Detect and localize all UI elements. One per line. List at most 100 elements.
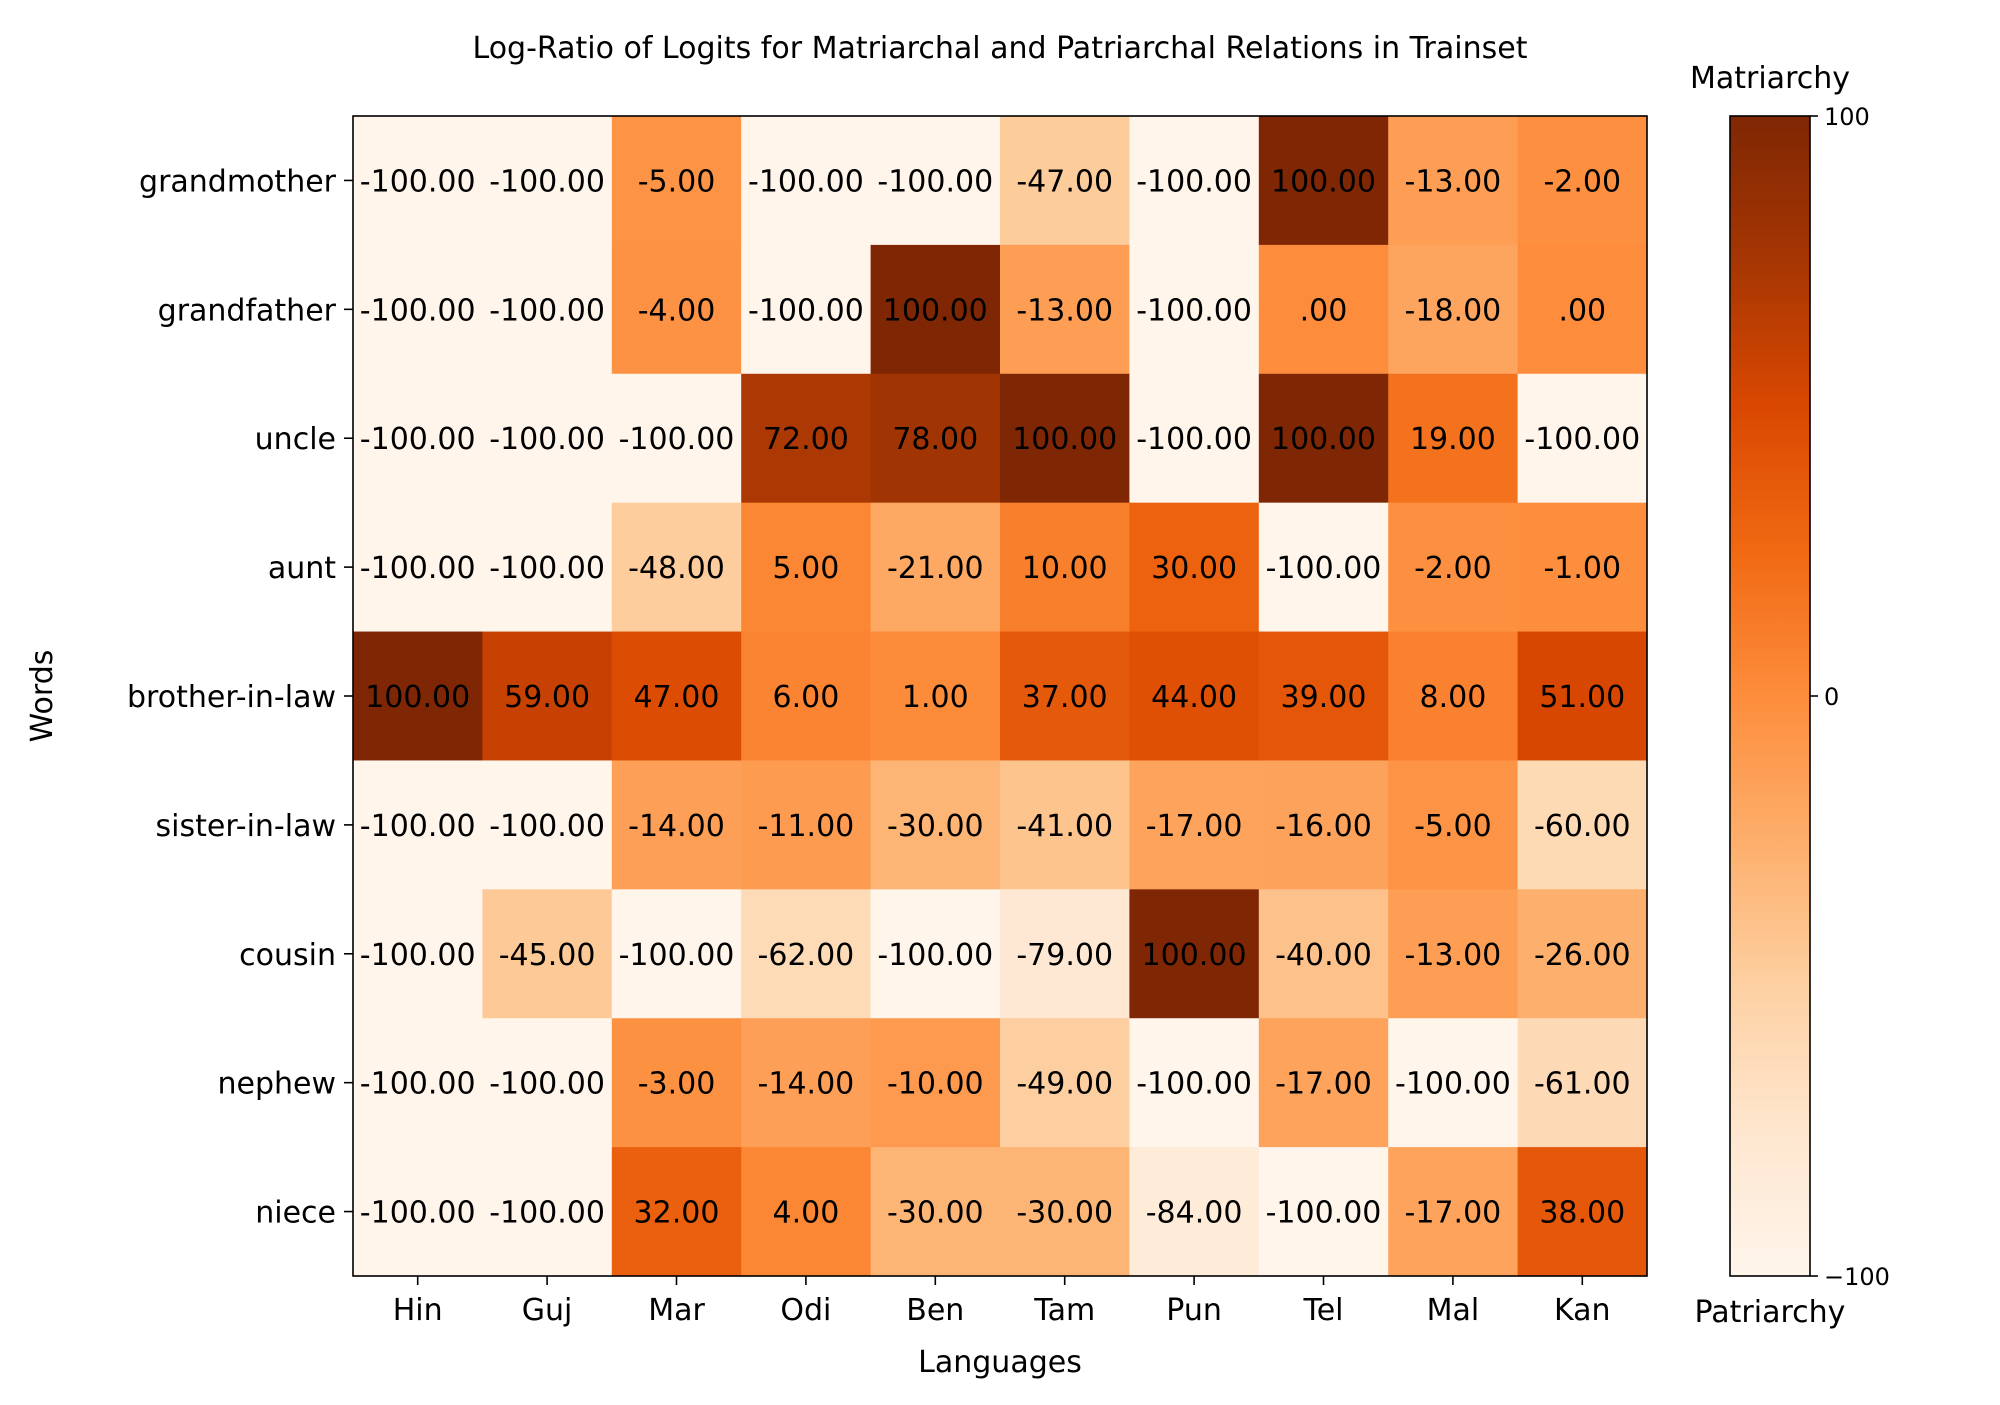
heatmap-cell [870, 1147, 1001, 1277]
y-tick-label: uncle [255, 422, 336, 457]
heatmap-cell [611, 631, 742, 762]
cell-value-label: -100.00 [619, 938, 735, 973]
chart-title: Log-Ratio of Logits for Matriarchal and … [473, 31, 1528, 66]
cell-value-label: -100.00 [1136, 164, 1252, 199]
cell-value-label: 100.00 [1012, 422, 1117, 457]
heatmap-cell [1129, 502, 1260, 633]
heatmap-cell [870, 373, 1001, 504]
cell-value-label: -100.00 [1136, 422, 1252, 457]
heatmap-cell [353, 244, 483, 375]
y-axis-label: Words [25, 650, 60, 743]
heatmap-cell [482, 1018, 613, 1148]
heatmap-cell [870, 116, 1001, 246]
cell-value-label: -100.00 [489, 551, 605, 586]
cell-value-label: -21.00 [887, 551, 984, 586]
cell-value-label: .00 [1558, 293, 1606, 328]
heatmap-cell [1388, 760, 1519, 890]
heatmap-cell [611, 760, 742, 890]
heatmap-cell [1517, 373, 1648, 504]
heatmap-cell [1388, 116, 1519, 246]
x-tick-label: Ben [906, 1293, 964, 1328]
heatmap-cell [1000, 502, 1130, 633]
heatmap-cell [1258, 373, 1389, 504]
heatmap-cell [1258, 760, 1389, 890]
cell-value-label: 38.00 [1539, 1196, 1625, 1231]
cell-value-label: 44.00 [1151, 680, 1237, 715]
heatmap-cell [1258, 116, 1389, 246]
heatmap-cell [482, 373, 613, 504]
heatmap-cell [1517, 502, 1648, 633]
heatmap-cell [1000, 116, 1130, 246]
heatmap-cell [353, 502, 483, 633]
heatmap-cell [1129, 1018, 1260, 1148]
heatmap-cell [482, 244, 613, 375]
colorbar-tick-label: 100 [1824, 103, 1870, 131]
cell-value-label: 51.00 [1539, 680, 1625, 715]
cell-value-label: -100.00 [489, 1067, 605, 1102]
cell-value-label: -100.00 [877, 164, 993, 199]
cell-value-label: -10.00 [887, 1067, 984, 1102]
cell-value-label: -17.00 [1146, 809, 1243, 844]
heatmap-cell [611, 244, 742, 375]
heatmap-cell [1129, 889, 1260, 1019]
cell-value-label: 100.00 [1142, 938, 1247, 973]
cell-value-label: -100.00 [489, 422, 605, 457]
cell-value-label: -100.00 [360, 293, 476, 328]
cell-value-label: -30.00 [887, 1196, 984, 1231]
heatmap-cell [741, 631, 872, 762]
cell-value-label: 30.00 [1151, 551, 1237, 586]
cell-value-label: -100.00 [1266, 551, 1382, 586]
heatmap-cell [1000, 1147, 1130, 1277]
heatmap-cell [741, 889, 872, 1019]
heatmap-cell [870, 1018, 1001, 1148]
heatmap-cell [611, 373, 742, 504]
heatmap-cell [1129, 760, 1260, 890]
heatmap-cell [1129, 631, 1260, 762]
cell-value-label: -61.00 [1534, 1067, 1631, 1102]
cell-value-label: 6.00 [773, 680, 840, 715]
heatmap-cell [353, 116, 483, 246]
cell-value-label: -17.00 [1275, 1067, 1372, 1102]
x-tick-label: Mar [648, 1293, 705, 1328]
colorbar-tick-label: 0 [1824, 683, 1839, 711]
heatmap-cell [1517, 1018, 1648, 1148]
cell-value-label: -100.00 [489, 1196, 605, 1231]
heatmap-cell [482, 1147, 613, 1277]
x-tick-label: Tam [1033, 1293, 1095, 1328]
y-tick-label: aunt [268, 551, 336, 586]
y-tick-label: grandfather [158, 293, 337, 328]
cell-value-label: 4.00 [773, 1196, 840, 1231]
cell-value-label: -100.00 [748, 164, 864, 199]
cell-value-label: -48.00 [628, 551, 725, 586]
cell-value-label: 78.00 [892, 422, 978, 457]
cell-value-label: 39.00 [1281, 680, 1367, 715]
heatmap-cell [1000, 244, 1130, 375]
heatmap-cell [1129, 1147, 1260, 1277]
x-tick-label: Pun [1166, 1293, 1222, 1328]
heatmap-cell [1258, 631, 1389, 762]
heatmap-cell [1129, 116, 1260, 246]
heatmap-cell [1388, 1018, 1519, 1148]
heatmap-cell [1388, 889, 1519, 1019]
heatmap-cell-labels: -100.00 -100.00 -5.00 -100.00 -100.00 -47.00-… [360, 164, 1640, 1230]
cell-value-label: -5.00 [638, 164, 716, 199]
heatmap-cell [1000, 1018, 1130, 1148]
cell-value-label: -100.00 [360, 422, 476, 457]
heatmap-cell [482, 502, 613, 633]
cell-value-label: 100.00 [883, 293, 988, 328]
colorbar: 100 0 −100 Matriarchy Patriarchy [1690, 61, 1890, 1330]
heatmap-cell [1517, 631, 1648, 762]
cell-value-label: 1.00 [902, 680, 969, 715]
heatmap-cell [870, 631, 1001, 762]
cell-value-label: -11.00 [758, 809, 855, 844]
heatmap-cell [1517, 244, 1648, 375]
heatmap-cell [741, 1147, 872, 1277]
cell-value-label: -100.00 [1136, 1067, 1252, 1102]
cell-value-label: -30.00 [1016, 1196, 1113, 1231]
heatmap-cell [741, 244, 872, 375]
cell-value-label: -45.00 [499, 938, 596, 973]
heatmap-cell [741, 373, 872, 504]
heatmap-cells [353, 116, 1648, 1277]
colorbar-gradient [1729, 115, 1811, 1277]
